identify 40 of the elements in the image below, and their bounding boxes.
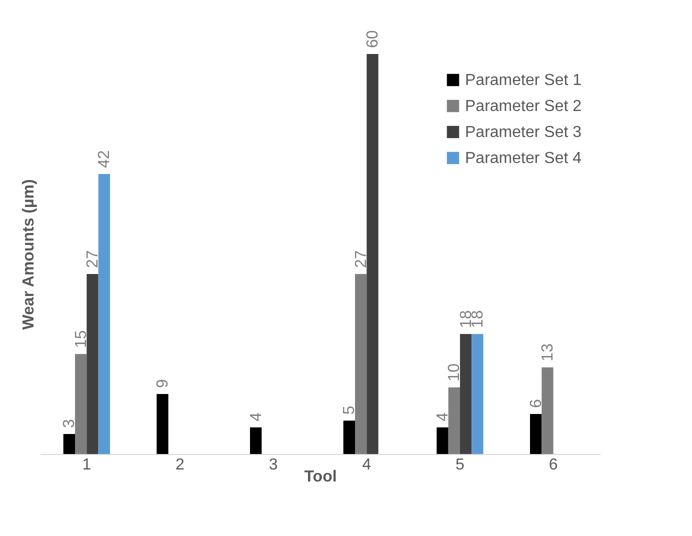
legend-label: Parameter Set 3: [465, 124, 582, 141]
bar: [250, 427, 262, 454]
data-label: 42: [96, 150, 114, 168]
data-label: 6: [528, 399, 545, 408]
data-label: 3: [61, 419, 78, 428]
bar: [355, 274, 367, 454]
y-axis-title: Wear Amounts (µm): [20, 179, 38, 330]
x-axis-title: Tool: [304, 468, 337, 486]
bar: [436, 427, 448, 454]
data-label: 15: [72, 330, 90, 348]
data-label: 5: [341, 406, 358, 415]
bar: [530, 414, 542, 454]
bar: [75, 354, 87, 454]
bar: [156, 394, 168, 454]
bar: [63, 434, 75, 454]
x-tick-label: 2: [176, 456, 185, 474]
data-label: 4: [248, 412, 265, 422]
legend-label: Parameter Set 2: [465, 98, 582, 115]
bar: [343, 420, 355, 454]
legend-label: Parameter Set 1: [465, 72, 582, 89]
data-label: 27: [352, 250, 370, 268]
bar: [98, 174, 110, 454]
bar: [542, 367, 554, 454]
data-label: 4: [434, 412, 452, 422]
bar: [472, 334, 484, 454]
data-label: 27: [84, 250, 102, 268]
data-label: 60: [364, 30, 382, 48]
data-label: 9: [154, 379, 172, 388]
bar: [366, 54, 378, 454]
bar: [448, 387, 460, 454]
x-tick-label: 6: [548, 456, 558, 474]
bar: [86, 274, 98, 454]
legend-label: Parameter Set 4: [465, 150, 582, 167]
x-tick-label: 1: [82, 456, 92, 474]
x-tick-label: 3: [268, 456, 278, 474]
x-tick-label: 4: [362, 456, 372, 474]
bar: [460, 334, 472, 454]
data-label: 10: [446, 363, 464, 382]
data-label: 13: [540, 343, 556, 362]
x-tick-label: 5: [456, 456, 465, 474]
